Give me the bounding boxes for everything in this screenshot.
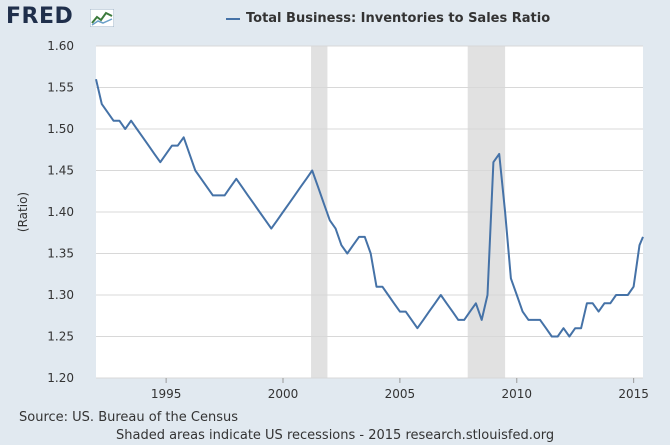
chart-legend: Total Business: Inventories to Sales Rat…: [226, 11, 550, 26]
series-line-1: [95, 78, 644, 338]
source-note: Source: US. Bureau of the Census: [19, 410, 238, 425]
legend-label: Total Business: Inventories to Sales Rat…: [246, 11, 551, 26]
line-chart: 1.20 1.25 1.30 1.35 1.40 1.45 1.50 1.55 1.60 199…: [16, 39, 649, 401]
x-tick-label: 1995: [151, 387, 182, 401]
fred-graph-icon: [90, 9, 114, 27]
y-tick-label: 1.20: [47, 371, 74, 385]
y-tick-label: 1.55: [47, 81, 74, 95]
x-axis-ticks: 1995 2000 2005 2010 2015: [151, 378, 649, 401]
y-tick-label: 1.35: [47, 247, 74, 261]
y-tick-label: 1.25: [47, 330, 74, 344]
x-tick-label: 2000: [268, 387, 299, 401]
y-tick-label: 1.30: [47, 288, 74, 302]
series-layer: [95, 78, 644, 338]
y-axis-label: (Ratio): [16, 192, 30, 232]
x-tick-label: 2010: [501, 387, 532, 401]
fred-logo: FRED: [6, 4, 74, 29]
y-tick-label: 1.40: [47, 205, 74, 219]
legend-swatch: [226, 17, 240, 20]
x-tick-label: 2015: [618, 387, 649, 401]
x-tick-label: 2005: [385, 387, 416, 401]
y-tick-label: 1.60: [47, 39, 74, 53]
recession-note: Shaded areas indicate US recessions - 20…: [116, 428, 555, 443]
y-axis-ticks: 1.20 1.25 1.30 1.35 1.40 1.45 1.50 1.55 1.60: [47, 39, 74, 385]
y-tick-label: 1.50: [47, 122, 74, 136]
y-tick-label: 1.45: [47, 164, 74, 178]
